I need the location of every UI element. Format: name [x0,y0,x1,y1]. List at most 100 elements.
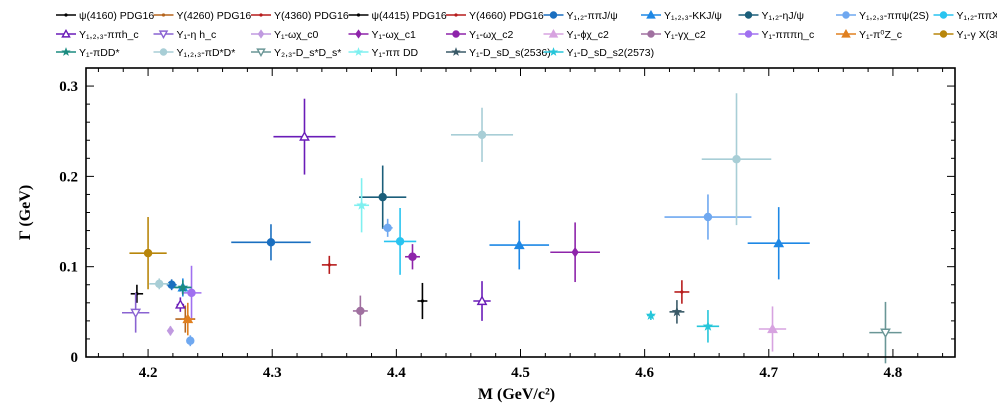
legend-marker [158,30,169,40]
x-tick-label: 4.3 [263,365,282,381]
data-point [122,292,150,333]
legend-entry: Y₁-πππη_c [738,29,815,41]
data-point [352,295,368,327]
legend-marker [454,13,458,17]
data-point [166,325,175,337]
legend-marker [841,28,851,38]
legend-label: Y₁-D_sD_s2(2573) [567,47,655,59]
legend-entry: Y₁-πDD* [56,47,120,59]
data-points [122,93,902,364]
legend-entry: Y₁,₂,₃-ππh_c [56,28,139,41]
x-tick-label: 4.5 [511,365,530,381]
legend-entry: Y(4260) PDG16 [153,10,251,22]
legend-label: Y₁-γχ_c2 [664,29,706,41]
data-point [166,279,177,291]
legend-entry: Y₁,₂-ππJ/ψ [543,10,618,22]
legend-entry: Y₁,₂-ππX(3823) [933,10,997,22]
x-tick-label: 4.6 [635,365,654,381]
data-point [174,280,192,295]
legend-entry: Y₁-D_sD_s(2536) [446,47,551,59]
legend-entry: Y₁,₂,₃-KKJ/ψ [641,9,722,22]
legend-label: Y₁-πππη_c [762,29,815,41]
legend-label: ψ(4415) PDG16 [372,10,447,22]
legend-entry: Y₁-ϕχ_c2 [543,28,610,41]
legend-marker [61,47,71,56]
y-tick-label: 0 [71,350,79,366]
data-point [354,178,370,233]
data-point [130,284,144,303]
legend-marker [744,11,753,19]
axis-ticks [86,67,955,358]
data-point [186,335,195,347]
legend-label: Y(4360) PDG16 [274,10,349,22]
data-point [674,280,690,304]
data-point [231,224,311,261]
legend-marker [549,11,558,19]
legend-label: Y₁-D_sD_s(2536) [469,47,551,59]
data-point [383,207,417,275]
data-point [747,207,810,280]
legend-label: Y₁,₂,₃-ππψ(2S) [859,10,929,22]
data-point [382,218,393,237]
legend-label: Y₁,₂-ηJ/ψ [762,10,805,22]
legend-marker [353,47,364,56]
legend-marker [646,9,656,19]
legend-label: Y₁-γ X(3872) [957,29,997,41]
legend-marker [64,13,68,17]
plot-frame [85,67,956,358]
data-point [321,255,337,274]
y-tick-label: 0.2 [59,169,78,185]
legend-entry: Y₁-π⁰Z_c [836,28,902,41]
legend-entry: Y₁,₂-ηJ/ψ [738,10,805,22]
legend-entry: ψ(4415) PDG16 [348,10,447,22]
legend-marker [647,30,655,38]
data-point [417,282,428,320]
data-point [645,309,657,320]
legend-marker [256,48,266,58]
data-point [473,281,491,321]
legend-marker [451,47,461,56]
legend-entry: Y₁-ωχ_c0 [251,29,319,41]
data-point [174,297,186,312]
data-point [696,310,720,343]
legend-marker [744,30,753,38]
data-point [405,244,420,270]
legend-marker [356,13,361,17]
legend-entry: Y₁-ωχ_c2 [446,29,514,41]
legend-label: Y₁-ωχ_c0 [274,29,319,41]
y-tick-label: 0.3 [59,79,78,95]
legend-entry: Y₁-ωχ_c1 [348,29,417,41]
legend-marker [161,13,166,17]
legend-marker [355,29,362,39]
legend-label: Y(4660) PDG16 [469,10,544,22]
legend-marker [939,11,948,19]
x-tick-label: 4.8 [884,365,903,381]
x-axis-title: M (GeV/c²) [478,386,555,403]
y-axis-title: Γ (GeV) [17,185,34,240]
legend-label: Y₁-ϕχ_c2 [567,29,610,41]
legend-label: Y₁,₂-ππX(3823) [957,10,997,22]
legend-marker [159,48,168,56]
legend-entry: Y₁,₂,₃-πD*D* [153,47,235,59]
legend-label: Y₁-ωχ_c1 [372,29,417,41]
data-point [758,306,787,352]
data-point [664,194,752,240]
legend-label: Y₁-π⁰Z_c [859,29,902,41]
data-point [669,300,685,324]
data-point [181,265,202,320]
legend-label: Y₁-ωχ_c2 [469,29,514,41]
x-tick-label: 4.4 [387,365,406,381]
data-point [450,107,514,162]
legend-entry: Y₁-D_sD_s2(2573) [543,47,655,59]
legend-marker [939,30,948,38]
legend-label: ψ(4160) PDG16 [79,10,154,22]
legend-entry: Y(4360) PDG16 [251,10,349,22]
y-tick-label: 0.1 [59,260,78,276]
data-point [149,278,170,290]
legend-marker [842,11,850,19]
x-tick-label: 4.7 [759,365,778,381]
data-point [359,165,407,229]
data-point [701,93,772,226]
legend-entry: Y₁,₂,₃-ππψ(2S) [836,10,929,22]
